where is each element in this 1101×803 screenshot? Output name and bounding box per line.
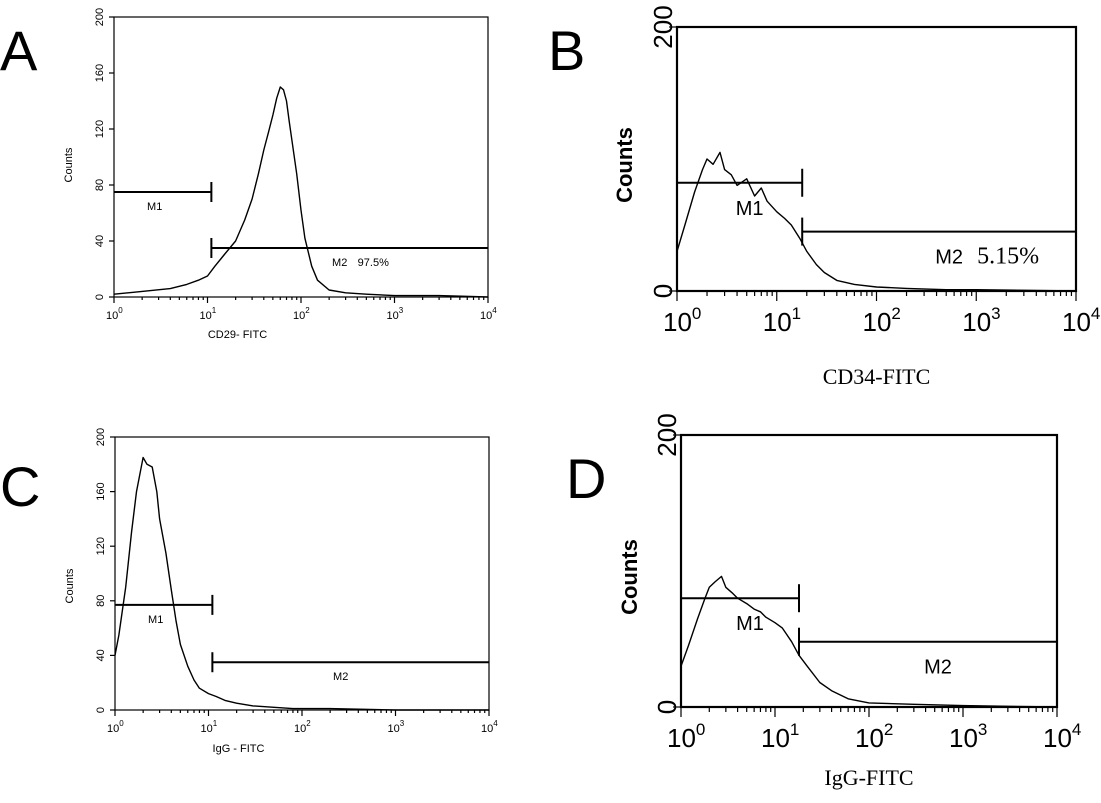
x-tick-label-d-1: 101 xyxy=(761,720,799,753)
x-tick-label-c-4: 104 xyxy=(481,719,498,735)
y-axis-label-c: Counts xyxy=(64,568,76,603)
gate-label-m1-c: M1 xyxy=(148,614,163,626)
histogram-trace-b xyxy=(676,151,1077,292)
plot-frame-c xyxy=(114,436,490,711)
y-tick-label-a-5: 200 xyxy=(94,8,106,26)
y-tick-label-a-0: 0 xyxy=(94,294,106,300)
plot-frame-a xyxy=(113,16,489,298)
x-tick-label-b-4: 104 xyxy=(1062,304,1100,337)
gate-label-m1-b: M1 xyxy=(736,198,764,220)
y-tick-label-c-3: 120 xyxy=(95,537,107,555)
y-tick-label-a-2: 80 xyxy=(94,179,106,191)
y-tick-label-c-2: 80 xyxy=(95,595,107,607)
x-tick-label-b-1: 101 xyxy=(763,304,801,337)
y-tick-label-c-5: 200 xyxy=(95,428,107,446)
y-tick-label-c-4: 160 xyxy=(95,482,107,500)
gate-label-m2-a: M2 xyxy=(332,257,347,269)
x-tick-label-b-2: 102 xyxy=(863,304,901,337)
x-tick-label-c-2: 102 xyxy=(294,719,311,735)
histogram-panel-a: 100 101 102 103 104 0 40 80 120 160 200 Counts CD29-… xyxy=(63,8,497,341)
histogram-trace-c xyxy=(114,456,489,711)
x-tick-label-a-1: 101 xyxy=(200,306,217,322)
x-tick-label-d-0: 100 xyxy=(667,720,705,753)
y-tick-label-c-0: 0 xyxy=(95,707,107,713)
y-tick-label-a-3: 120 xyxy=(94,120,106,138)
x-tick-label-d-2: 102 xyxy=(855,720,893,753)
x-tick-label-a-0: 100 xyxy=(106,306,123,322)
panel-letter-a: A xyxy=(0,19,38,82)
histogram-trace-a xyxy=(113,86,489,298)
histogram-panel-d: 100 101 102 103 104 0 200 Counts IgG-FITC M1 M2 xyxy=(617,413,1081,790)
y-tick-label-a-4: 160 xyxy=(94,64,106,82)
y-tick-label-b-0: 0 xyxy=(648,284,678,298)
x-tick-label-c-1: 101 xyxy=(201,719,218,735)
histogram-panel-c: 100 101 102 103 104 0 40 80 120 160 200 Counts IgG -… xyxy=(64,428,498,755)
x-axis-label-c: IgG - FITC xyxy=(213,743,265,755)
y-tick-label-d-1: 200 xyxy=(652,413,682,456)
x-tick-label-b-3: 103 xyxy=(962,304,1000,337)
y-axis-label-d: Counts xyxy=(617,539,642,615)
y-tick-label-b-1: 200 xyxy=(648,5,678,48)
histogram-trace-d xyxy=(680,575,1058,708)
panel-letter-d: D xyxy=(566,447,606,510)
gate-label-m2-b: M2 xyxy=(935,247,963,269)
x-tick-label-a-3: 103 xyxy=(387,306,404,322)
y-axis-label-a: Counts xyxy=(63,147,75,182)
x-tick-label-a-2: 102 xyxy=(293,306,310,322)
plot-frame-d xyxy=(679,433,1059,709)
gate-percent-m2-a: 97.5% xyxy=(358,257,389,269)
x-tick-label-a-4: 104 xyxy=(480,306,497,322)
panel-letter-b: B xyxy=(548,19,585,82)
gate-percent-m2-b: 5.15% xyxy=(977,244,1039,270)
y-tick-label-a-1: 40 xyxy=(94,235,106,247)
x-tick-label-b-0: 100 xyxy=(663,304,701,337)
x-tick-label-c-0: 100 xyxy=(107,719,124,735)
gate-label-m1-d: M1 xyxy=(736,613,764,635)
gate-label-m1-a: M1 xyxy=(147,201,162,213)
gate-label-m2-c: M2 xyxy=(333,671,348,683)
y-axis-label-b: Counts xyxy=(612,127,637,203)
x-tick-label-c-3: 103 xyxy=(388,719,405,735)
x-axis-label-a: CD29- FITC xyxy=(208,329,267,341)
y-tick-label-d-0: 0 xyxy=(652,700,682,714)
x-axis-label-b: CD34-FITC xyxy=(823,364,931,389)
histogram-panel-b: 100 101 102 103 104 0 200 Counts CD34-FITC M1 M2 5.… xyxy=(612,5,1100,389)
y-tick-label-c-1: 40 xyxy=(95,649,107,661)
x-tick-label-d-4: 104 xyxy=(1043,720,1081,753)
x-tick-label-d-3: 103 xyxy=(949,720,987,753)
panel-letter-c: C xyxy=(0,455,40,518)
x-axis-label-d: IgG-FITC xyxy=(824,765,913,790)
gate-label-m2-d: M2 xyxy=(924,657,952,679)
